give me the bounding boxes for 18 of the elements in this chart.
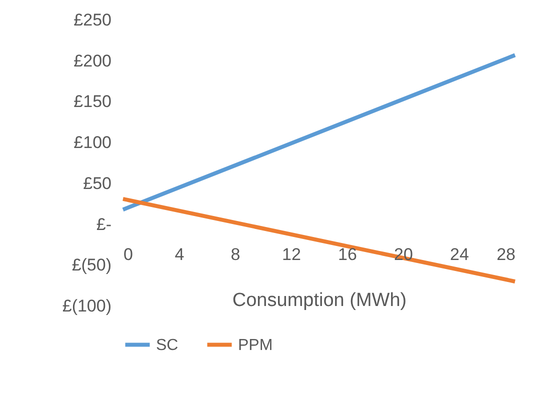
y-tick-label: £250 bbox=[74, 10, 112, 30]
y-tick-label: £50 bbox=[83, 174, 112, 193]
x-axis-title: Consumption (MWh) bbox=[232, 290, 407, 311]
x-tick-label: 24 bbox=[450, 244, 469, 264]
y-tick-label: £100 bbox=[74, 133, 112, 152]
y-tick-label: £(100) bbox=[62, 296, 112, 316]
legend-label: SC bbox=[156, 336, 178, 354]
x-tick-label: 0 bbox=[124, 244, 133, 264]
y-tick-label: £150 bbox=[74, 92, 112, 112]
y-tick-label: £200 bbox=[74, 51, 112, 70]
legend-label: PPM bbox=[238, 336, 273, 354]
x-tick-label: 16 bbox=[338, 244, 357, 264]
x-tick-label: 8 bbox=[230, 244, 240, 264]
y-tick-label: £(50) bbox=[72, 256, 112, 275]
x-tick-label: 28 bbox=[496, 244, 516, 264]
x-tick-label: 12 bbox=[282, 244, 301, 264]
y-tick-label: £- bbox=[96, 214, 112, 234]
x-tick-label: 4 bbox=[174, 244, 184, 264]
